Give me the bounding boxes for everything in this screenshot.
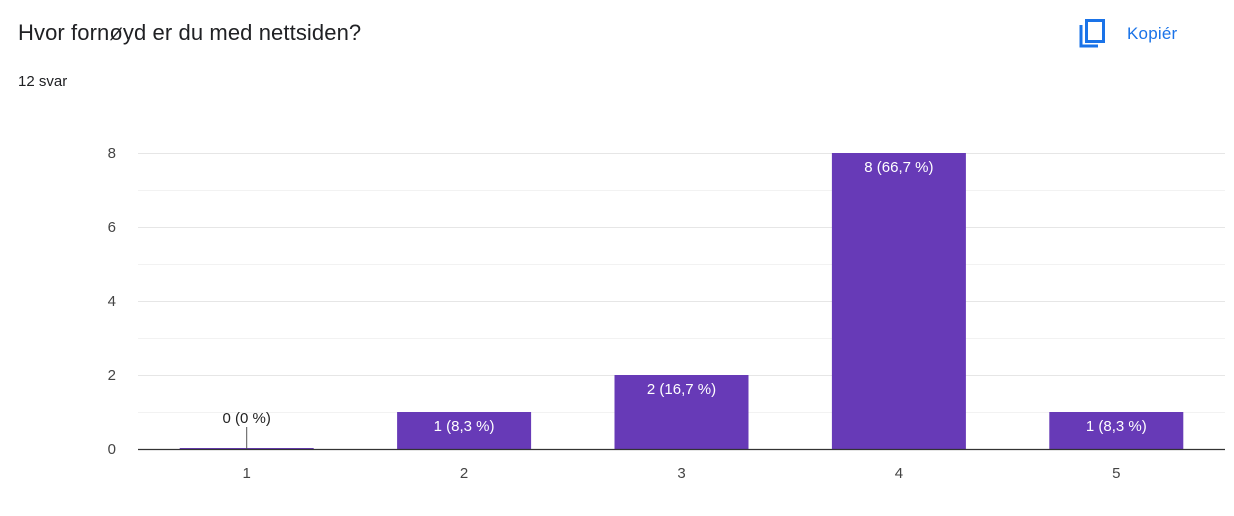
bar-data-label: 8 (66,7 %) bbox=[864, 159, 933, 176]
x-tick-label: 3 bbox=[677, 465, 685, 482]
y-tick-label: 6 bbox=[108, 219, 116, 236]
bar-data-label: 1 (8,3 %) bbox=[1086, 418, 1147, 435]
y-axis-ticks: 0 2 4 6 8 bbox=[108, 145, 116, 458]
y-tick-label: 4 bbox=[108, 293, 116, 310]
x-tick-label: 2 bbox=[460, 465, 468, 482]
bar-data-label: 1 (8,3 %) bbox=[434, 418, 495, 435]
bar-data-label: 0 (0 %) bbox=[223, 410, 271, 427]
copy-button[interactable]: Kopiér bbox=[1072, 12, 1212, 56]
x-tick-label: 4 bbox=[895, 465, 903, 482]
y-tick-label: 2 bbox=[108, 367, 116, 384]
x-tick-label: 1 bbox=[243, 465, 251, 482]
question-title: Hvor fornøyd er du med nettsiden? bbox=[18, 20, 362, 45]
copy-icon bbox=[1072, 14, 1112, 54]
bar bbox=[1049, 412, 1184, 449]
y-tick-label: 8 bbox=[108, 145, 116, 162]
bar bbox=[614, 375, 749, 449]
x-tick-label: 5 bbox=[1112, 465, 1120, 482]
bars bbox=[179, 153, 1184, 449]
bar bbox=[831, 153, 966, 449]
bar-data-label: 2 (16,7 %) bbox=[647, 381, 716, 398]
data-labels: 0 (0 %) 1 (8,3 %) 2 (16,7 %) 8 (66,7 %) 1 (8… bbox=[223, 159, 1147, 449]
copy-label: Kopiér bbox=[1127, 24, 1178, 43]
response-count: 12 svar bbox=[18, 73, 68, 90]
y-tick-label: 0 bbox=[108, 441, 116, 458]
bar bbox=[397, 412, 532, 449]
x-axis-ticks: 1 2 3 4 5 bbox=[243, 465, 1121, 482]
